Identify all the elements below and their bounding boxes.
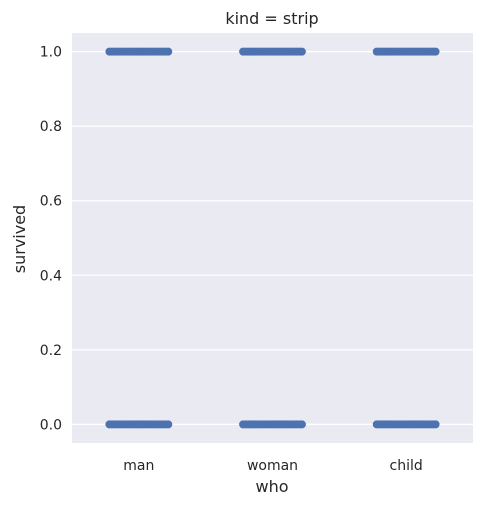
y-tick-label: 0.4 [40, 268, 62, 284]
x-axis-label: who [255, 477, 288, 496]
y-tick-label: 0.0 [40, 417, 62, 433]
strip-point [431, 47, 440, 56]
strip-point [297, 420, 306, 429]
strip-point [297, 47, 306, 56]
chart-title: kind = strip [225, 9, 318, 28]
x-tick-label-man: man [123, 458, 154, 474]
x-tick-label-child: child [390, 458, 423, 474]
strip-cluster-man-1 [105, 47, 173, 56]
x-axis-ticks: man woman child [123, 458, 423, 474]
strip-cluster-man-0 [105, 420, 173, 429]
y-tick-label: 1.0 [40, 45, 62, 61]
x-tick-label-woman: woman [247, 458, 298, 474]
y-axis-label: survived [10, 205, 29, 273]
strip-points [105, 47, 440, 429]
y-tick-label: 0.8 [40, 119, 62, 135]
y-tick-label: 0.6 [40, 194, 62, 210]
strip-cluster-child-0 [372, 420, 440, 429]
plot-area [72, 33, 473, 443]
strip-point [431, 420, 440, 429]
y-axis-ticks: 0.0 0.2 0.4 0.6 0.8 1.0 [40, 45, 62, 434]
strip-cluster-woman-0 [239, 420, 306, 429]
strip-cluster-child-1 [372, 47, 440, 56]
y-tick-label: 0.2 [40, 343, 62, 359]
strip-cluster-woman-1 [239, 47, 306, 56]
strip-point [164, 47, 173, 56]
strip-point [164, 420, 173, 429]
